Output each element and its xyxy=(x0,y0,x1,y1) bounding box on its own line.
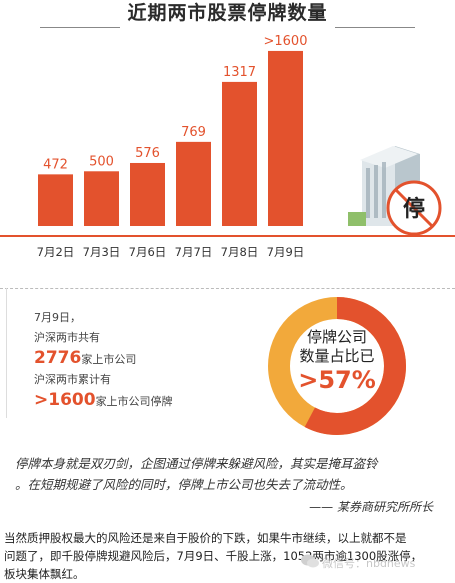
listed-count: 2776 xyxy=(34,348,82,368)
donut-percentage: >57% xyxy=(298,366,376,394)
info-line2: 沪深两市累计有 xyxy=(34,373,111,386)
bar-value-label-1: 500 xyxy=(89,154,114,169)
suspended-count: >1600 xyxy=(34,390,96,410)
bar-2 xyxy=(130,162,165,226)
bar-5 xyxy=(268,50,303,226)
info-suspended-row: >1600家上市公司停牌 xyxy=(34,390,173,412)
ticks-group: 7月2日 7月3日 7月6日 7月7日 7月8日 7月9日 xyxy=(37,245,305,259)
footer-line1: 当然质押股权最大的风险还是来自于股价的下跌，如果牛市继续，以上就都不是 xyxy=(4,531,407,545)
bar-3 xyxy=(176,141,211,226)
footer-text: 当然质押股权最大的风险还是来自于股价的下跌，如果牛市继续，以上就都不是 问题了，… xyxy=(4,529,450,583)
x-tick-label-4: 7月8日 xyxy=(221,245,259,259)
info-block: 7月9日， 沪深两市共有 2776家上市公司 沪深两市累计有 >1600家上市公… xyxy=(34,308,173,412)
bar-value-label-4: 1317 xyxy=(223,65,256,80)
donut-center-text: 停牌公司 数量占比已 >57% xyxy=(282,328,392,394)
title-rule-left xyxy=(40,27,120,28)
left-rule xyxy=(6,288,7,418)
info-date: 7月9日， xyxy=(34,311,81,324)
section-divider xyxy=(0,288,455,289)
bar-0 xyxy=(38,174,73,226)
donut-label-line2: 数量占比已 xyxy=(299,347,375,365)
title-rule-right xyxy=(335,27,415,28)
info-line1: 沪深两市共有 xyxy=(34,331,100,344)
suspended-count-suffix: 家上市公司停牌 xyxy=(95,395,173,408)
quote: 停牌本身就是双刃剑，企图通过停牌来躲避风险，其实是掩耳盗铃 。在短期规避了风险的… xyxy=(15,453,445,495)
x-tick-label-1: 7月3日 xyxy=(83,245,121,259)
quote-line1: 停牌本身就是双刃剑，企图通过停牌来躲避风险，其实是掩耳盗铃 xyxy=(15,456,378,471)
donut-chart xyxy=(268,297,406,435)
bars-group: 472 500 576 769 1317 >1600 xyxy=(38,34,307,226)
wechat-icon xyxy=(301,554,319,568)
bar-value-label-3: 769 xyxy=(181,125,206,140)
stop-badge-text: 停 xyxy=(403,196,425,222)
x-tick-label-0: 7月2日 xyxy=(37,245,75,259)
bar-1 xyxy=(84,171,119,226)
quote-attribution: —— 某券商研究所所长 xyxy=(309,500,433,514)
info-count-row: 2776家上市公司 xyxy=(34,348,173,370)
donut-main-segment xyxy=(268,297,406,435)
listed-count-suffix: 家上市公司 xyxy=(81,353,137,366)
chart-title: 近期两市股票停牌数量 xyxy=(127,2,328,24)
stop-sign-icon: 停 xyxy=(386,180,442,236)
x-tick-label-5: 7月9日 xyxy=(267,245,305,259)
footer-line3: 板块集体飘红。 xyxy=(4,567,85,581)
watermark: 微信号：nbdnews xyxy=(322,557,416,570)
quote-line2: 。在短期规避了风险的同时，停牌上市公司也失去了流动性。 xyxy=(15,477,353,492)
bar-value-label-5: >1600 xyxy=(264,34,308,49)
bar-value-label-2: 576 xyxy=(135,146,160,161)
footer-line2: 问题了，即千股停牌规避风险后，7月9日、千股上涨，1052两市逾1300股涨停， xyxy=(4,549,423,563)
x-tick-label-2: 7月6日 xyxy=(129,245,167,259)
donut-label-line1: 停牌公司 xyxy=(306,328,367,346)
bar-4 xyxy=(222,81,257,226)
x-tick-label-3: 7月7日 xyxy=(175,245,213,259)
bar-value-label-0: 472 xyxy=(43,157,68,172)
